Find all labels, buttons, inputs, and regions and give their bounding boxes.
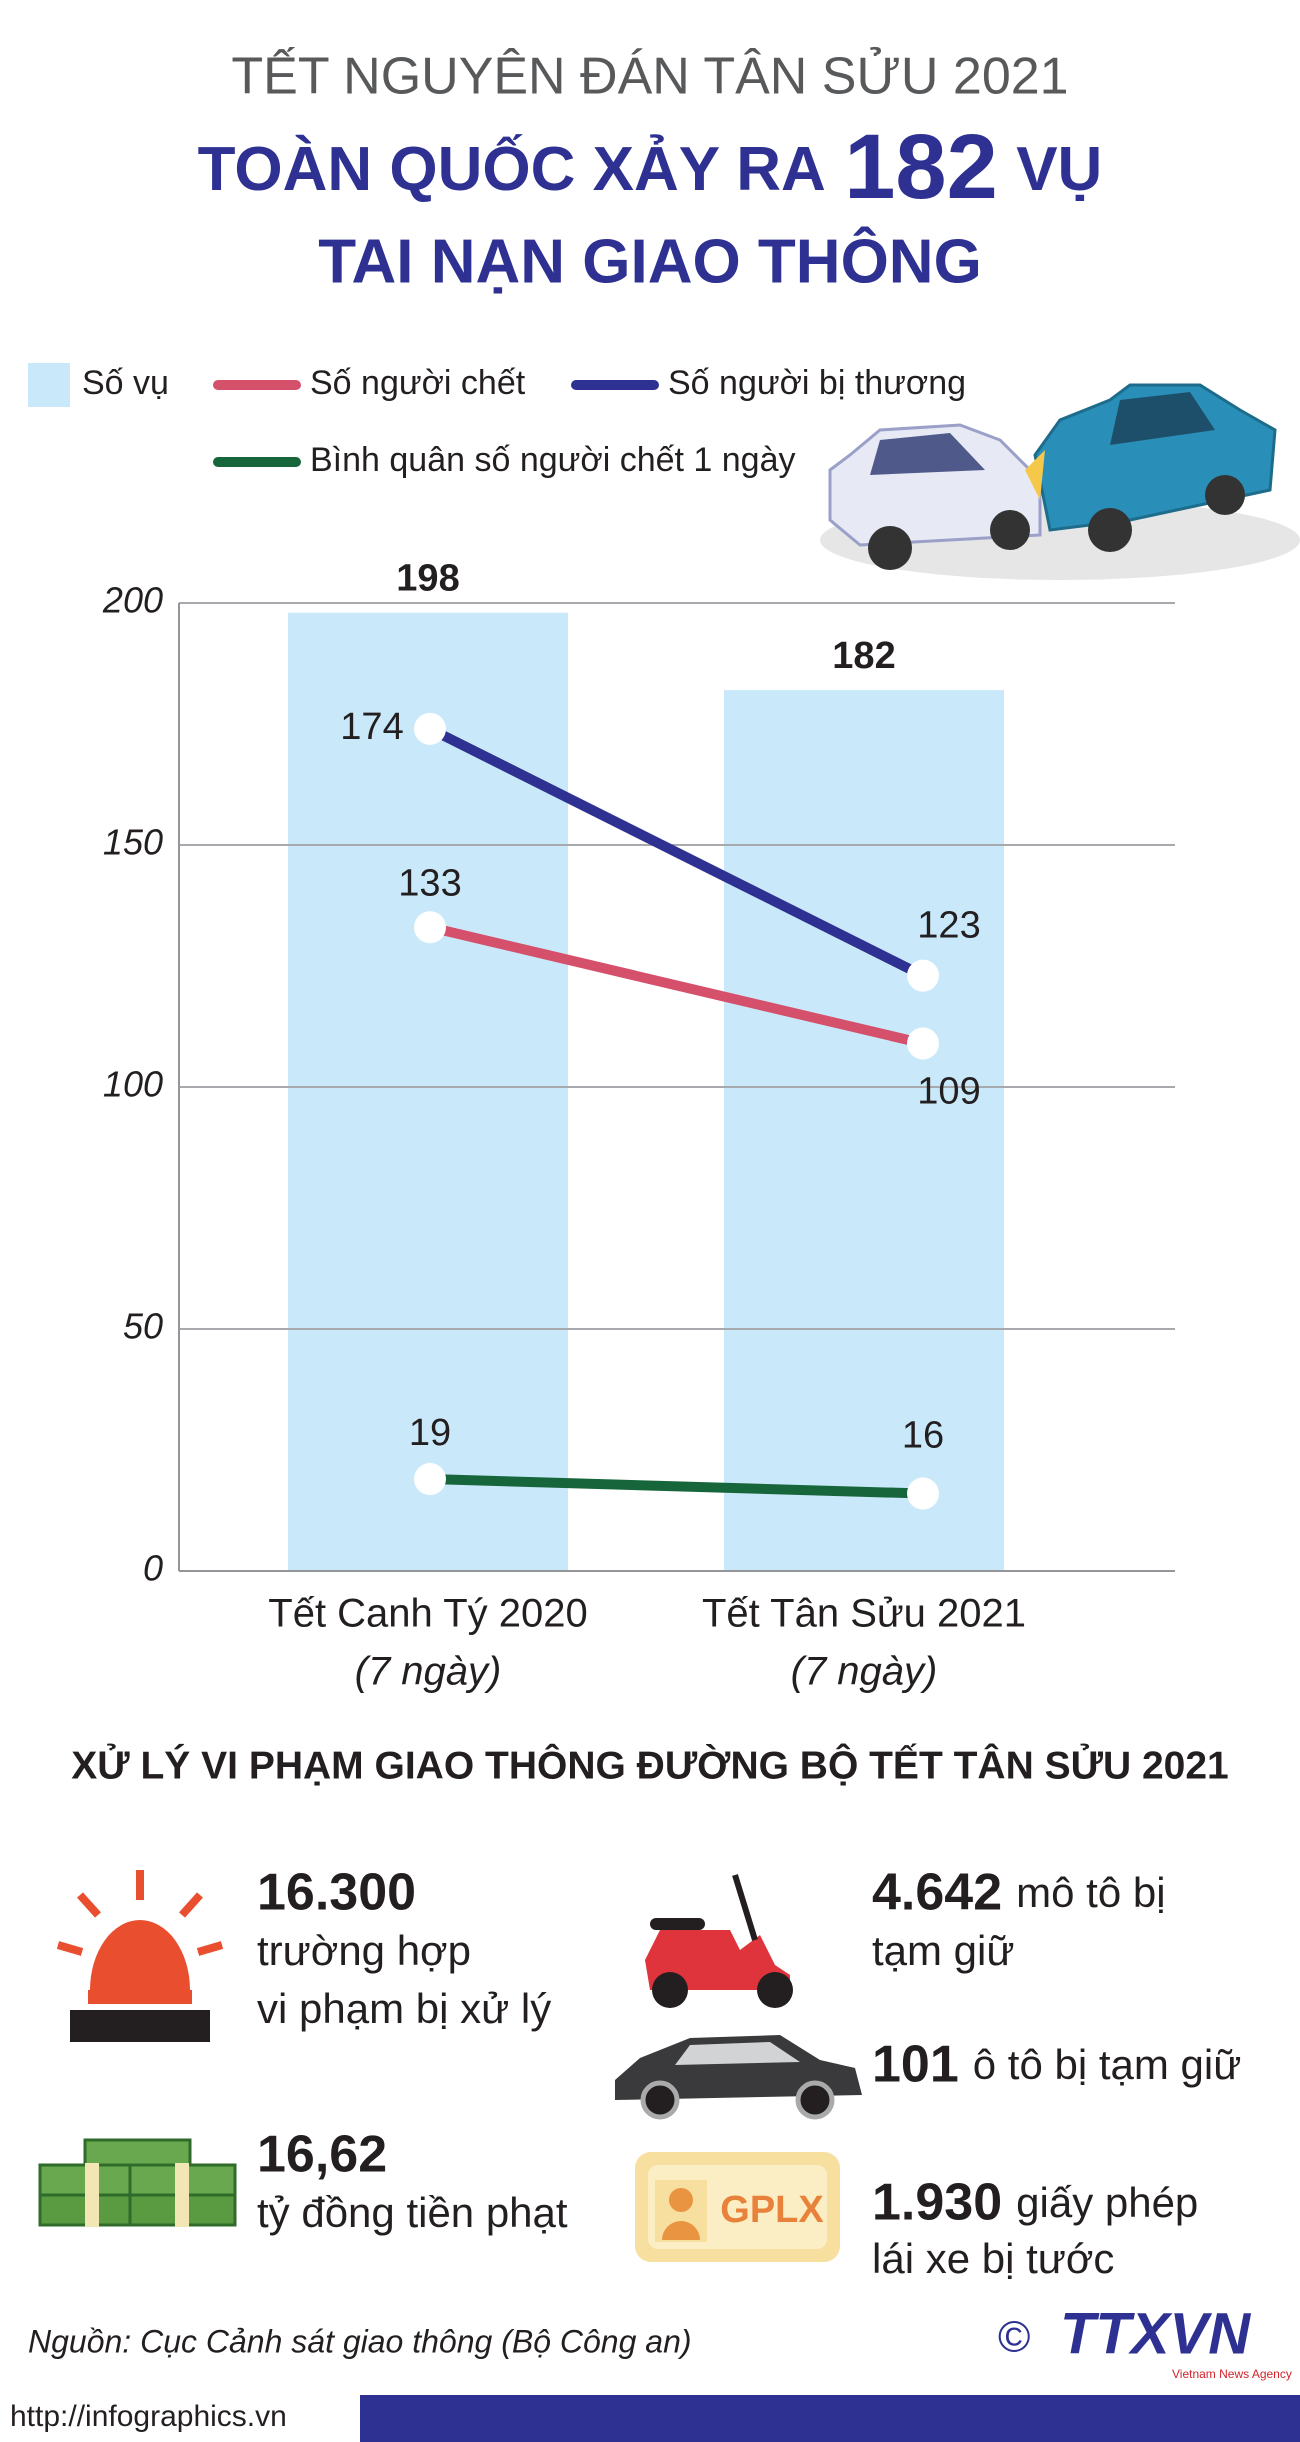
data-label: 133 xyxy=(398,862,461,904)
stat-number: 1.930 xyxy=(872,2174,1002,2232)
stat-number: 101 xyxy=(872,2036,959,2094)
y-tick-label: 150 xyxy=(103,822,163,863)
chart: Số vụ Số người chết Số người bị thương Bình… xyxy=(28,363,1175,1694)
x-tick-label: Tết Tân Sửu 2021 xyxy=(702,1592,1026,1636)
title-line2: TAI NẠN GIAO THÔNG xyxy=(318,227,982,296)
x-tick-note: (7 ngày) xyxy=(355,1650,502,1694)
x-tick-label: Tết Canh Tý 2020 xyxy=(268,1592,587,1636)
bar-value-label: 182 xyxy=(832,635,895,677)
legend-label: Số vụ xyxy=(82,364,169,402)
car-icon xyxy=(615,2035,862,2120)
license-icon: GPLX xyxy=(635,2152,840,2262)
source: Nguồn: Cục Cảnh sát giao thông (Bộ Công … xyxy=(28,2323,692,2359)
y-tick-label: 0 xyxy=(143,1548,163,1589)
title: TOÀN QUỐC XẢY RA 182 VỤ xyxy=(198,116,1103,218)
y-tick-label: 50 xyxy=(123,1306,163,1347)
line xyxy=(428,922,925,1049)
supertitle: TẾT NGUYÊN ĐÁN TÂN SỬU 2021 xyxy=(231,47,1068,106)
legend-label: Số người chết xyxy=(310,364,526,402)
stat-text: trường hợp xyxy=(257,1927,471,1974)
stat-number: 16.300 xyxy=(257,1864,416,1922)
stat-number: 4.642 xyxy=(872,1864,1002,1922)
violation-items: 16.300 trường hợp vi phạm bị xử lý 4.642 mô … xyxy=(257,1864,1241,2282)
line xyxy=(429,1474,924,1499)
scooter-icon xyxy=(645,1874,793,2008)
stat-text: lái xe bị tước xyxy=(872,2235,1114,2282)
title-pre: TOÀN QUỐC XẢY RA xyxy=(198,135,826,204)
license-label: GPLX xyxy=(720,2189,824,2231)
y-tick-label: 200 xyxy=(102,580,163,621)
point xyxy=(414,911,446,944)
stat-text: tỷ đồng tiền phạt xyxy=(257,2189,568,2236)
footer-url-box xyxy=(0,2395,360,2442)
stat-text: vi phạm bị xử lý xyxy=(257,1985,551,2032)
point xyxy=(907,959,939,992)
stat-text: mô tô bị xyxy=(1016,1869,1165,1916)
legend-swatch xyxy=(28,363,70,407)
data-label: 16 xyxy=(902,1415,944,1457)
logo: TTXVN xyxy=(1060,2301,1251,2366)
data-label: 109 xyxy=(917,1070,980,1112)
stat-number: 16,62 xyxy=(257,2126,387,2184)
title-number: 182 xyxy=(844,116,998,218)
point xyxy=(907,1027,939,1060)
title-post: VỤ xyxy=(1016,135,1102,204)
x-tick-note: (7 ngày) xyxy=(791,1650,938,1694)
y-tick-label: 100 xyxy=(103,1064,163,1105)
bar-value-label: 198 xyxy=(396,558,459,600)
siren-icon xyxy=(56,1870,224,2042)
legend-label: Bình quân số người chết 1 ngày xyxy=(310,441,796,479)
copyright: © xyxy=(998,2313,1030,2362)
legend-label: Số người bị thương xyxy=(668,364,966,402)
bar xyxy=(724,690,1004,1571)
stat-text: giấy phép xyxy=(1016,2179,1198,2226)
data-label: 174 xyxy=(340,706,403,748)
data-label: 19 xyxy=(409,1412,451,1454)
data-label: 123 xyxy=(917,905,980,947)
point xyxy=(414,1463,446,1496)
stat-text: ô tô bị tạm giữ xyxy=(973,2041,1242,2088)
money-icon xyxy=(38,2138,237,2227)
url: http://infographics.vn xyxy=(10,2400,287,2433)
crash-illustration xyxy=(820,383,1300,580)
point xyxy=(414,712,446,745)
section-title: XỬ LÝ VI PHẠM GIAO THÔNG ĐƯỜNG BỘ TẾT TÂ… xyxy=(71,1742,1228,1787)
stat-text: tạm giữ xyxy=(872,1927,1015,1974)
point xyxy=(907,1477,939,1510)
line xyxy=(427,724,926,981)
logo-sub: Vietnam News Agency xyxy=(1172,2367,1292,2381)
